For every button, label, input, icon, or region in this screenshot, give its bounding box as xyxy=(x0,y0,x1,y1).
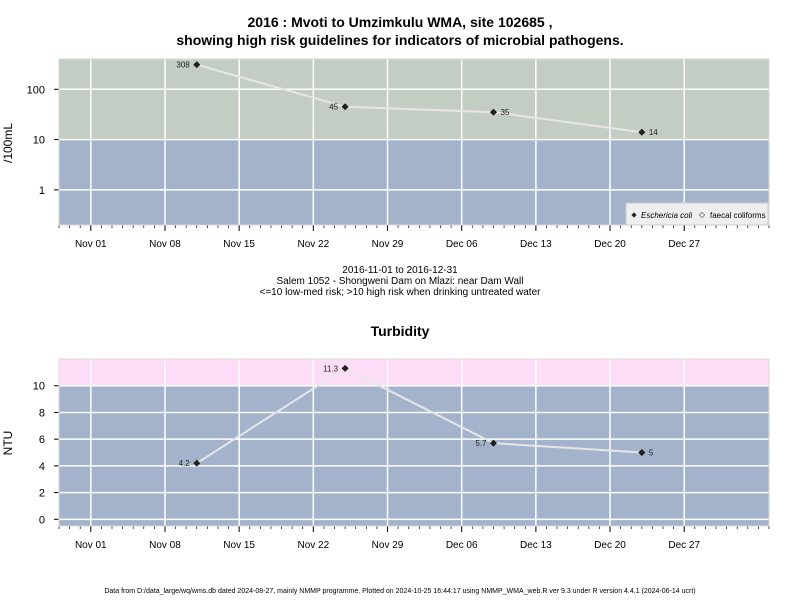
legend-entry-ecoli: Eschericia coli xyxy=(641,211,692,220)
ecoli-x-tick-label-1: Nov 08 xyxy=(149,239,181,250)
ecoli-y-tick-label-2: 100 xyxy=(27,84,45,96)
turbidity-y-tick-label-5: 10 xyxy=(33,381,45,393)
legend-entry-faecal-coliforms: faecal coliforms xyxy=(710,211,766,220)
turbidity-y-tick-label-2: 4 xyxy=(39,461,45,473)
turbidity-y-tick-label-0: 0 xyxy=(39,514,45,526)
ecoli-y-tick-label-1: 10 xyxy=(33,135,45,147)
ecoli-data-point-0 xyxy=(193,61,201,69)
turbidity-data-point-3 xyxy=(638,448,646,457)
ecoli-x-tick-label-3: Nov 22 xyxy=(297,239,329,250)
turbidity-x-tick-label-5: Dec 06 xyxy=(446,540,478,551)
turbidity-title: Turbidity xyxy=(370,323,430,339)
turbidity-x-tick-label-0: Nov 01 xyxy=(75,540,107,551)
turbidity-y-tick-label-3: 6 xyxy=(39,434,45,446)
ecoli-y-axis-label: /100mL xyxy=(1,123,15,163)
ecoli-data-label-0: 308 xyxy=(176,61,190,70)
turbidity-data-label-2: 5.7 xyxy=(475,439,487,448)
ecoli-data-point-1 xyxy=(341,103,349,111)
legend-box xyxy=(625,202,769,226)
turbidity-x-tick-label-1: Nov 08 xyxy=(149,540,181,551)
turbidity-x-tick-label-6: Dec 13 xyxy=(520,540,552,551)
turbidity-y-axis-label: NTU xyxy=(1,431,15,456)
turbidity-guideline-zone-0 xyxy=(59,385,769,526)
turbidity-y-tick-label-1: 2 xyxy=(39,488,45,500)
ecoli-x-tick-label-4: Nov 29 xyxy=(372,239,404,250)
ecoli-data-label-3: 14 xyxy=(649,128,658,137)
ecoli-x-tick-label-7: Dec 20 xyxy=(594,239,626,250)
ecoli-x-tick-label-2: Nov 15 xyxy=(223,239,255,250)
turbidity-guideline-zone-1 xyxy=(59,359,769,386)
turbidity-data-point-2 xyxy=(489,439,498,447)
date-range: 2016-11-01 to 2016-12-31 xyxy=(342,265,458,276)
ecoli-data-point-3 xyxy=(638,128,646,136)
ecoli-series-line-0 xyxy=(196,63,642,134)
legend-faecal-marker xyxy=(698,211,706,219)
turbidity-x-tick-label-3: Nov 22 xyxy=(297,540,329,551)
turbidity-data-label-0: 4.2 xyxy=(179,459,191,468)
ecoli-y-tick-label-0: 1 xyxy=(39,185,45,197)
legend-ecoli-marker xyxy=(631,212,637,218)
turbidity-data-point-1 xyxy=(341,364,349,372)
ecoli-data-label-2: 35 xyxy=(500,108,509,117)
turbidity-y-tick-label-4: 8 xyxy=(39,407,45,419)
site-name: Salem 1052 - Shongweni Dam on Mlazi: nea… xyxy=(276,276,524,287)
ecoli-data-label-1: 45 xyxy=(329,103,338,112)
chart-subtitle: showing high risk guidelines for indicat… xyxy=(176,32,624,48)
risk-note: <=10 low-med risk; >10 high risk when dr… xyxy=(259,287,541,298)
ecoli-legend: Eschericia coli faecal coliforms xyxy=(625,202,769,226)
turbidity-x-tick-label-7: Dec 20 xyxy=(594,540,626,551)
footer-note: Data from D:/data_large/wq/wms.db dated … xyxy=(104,588,696,595)
turbidity-plot-frame xyxy=(58,358,770,527)
turbidity-data-label-1: 11.3 xyxy=(323,364,339,373)
ecoli-data-point-2 xyxy=(489,108,498,116)
turbidity-x-tick-label-8: Dec 27 xyxy=(668,540,700,551)
turbidity-data-point-0 xyxy=(193,459,201,467)
turbidity-x-tick-label-2: Nov 15 xyxy=(223,540,255,551)
turbidity-data-label-3: 5 xyxy=(649,449,654,458)
turbidity-x-tick-label-4: Nov 29 xyxy=(372,540,404,551)
ecoli-x-tick-label-0: Nov 01 xyxy=(75,239,107,250)
ecoli-x-tick-label-8: Dec 27 xyxy=(668,239,700,250)
ecoli-guideline-zone-1 xyxy=(59,59,769,140)
ecoli-x-tick-label-5: Dec 06 xyxy=(446,239,478,250)
ecoli-plot-frame xyxy=(58,58,770,226)
ecoli-x-tick-label-6: Dec 13 xyxy=(520,239,552,250)
turbidity-series-line-0 xyxy=(196,367,642,465)
chart-title: 2016 : Mvoti to Umzimkulu WMA, site 1026… xyxy=(247,14,553,30)
